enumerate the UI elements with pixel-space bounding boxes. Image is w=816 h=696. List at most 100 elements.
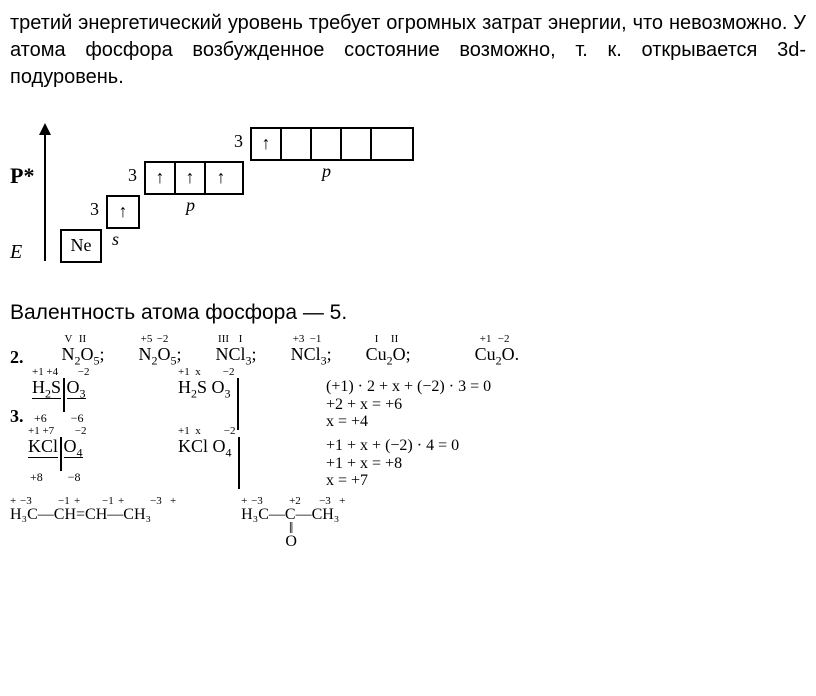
ox: −2 xyxy=(78,366,90,378)
ox: I xyxy=(232,333,250,345)
formula: +1−2 Cu2O. xyxy=(475,345,520,368)
ox: −3 xyxy=(150,495,162,507)
el: N xyxy=(62,344,75,364)
formula: IIII NCl3; xyxy=(216,345,257,368)
ox: −2 xyxy=(223,366,235,378)
ox: −2 xyxy=(155,333,171,345)
ne-core-box: Ne xyxy=(60,229,102,263)
valence-statement: Валентность атома фосфора — 5. xyxy=(10,299,806,327)
ox: x xyxy=(192,366,200,378)
ox: −2 xyxy=(224,425,236,437)
el: Cu xyxy=(366,344,387,364)
n-3d: 3 xyxy=(234,129,243,153)
punct: ; xyxy=(327,344,332,364)
el: O xyxy=(158,344,171,364)
ox: II xyxy=(388,333,402,345)
n-3p: 3 xyxy=(128,163,137,187)
el: O xyxy=(81,344,94,364)
arrow-icon: ↑ xyxy=(156,167,165,187)
lbl-p: p xyxy=(186,193,195,217)
el: N xyxy=(216,344,229,364)
el: Cl xyxy=(304,344,321,364)
problem-number: 2. xyxy=(10,348,24,368)
lbl-d: p xyxy=(322,159,331,183)
sum: −6 xyxy=(71,412,84,425)
butadiene: + −3 −1 + −1 + −3 + H₃C—CH=CH—CH₃ xyxy=(10,506,151,549)
problem-number: 3. xyxy=(10,406,24,426)
sum: +6 xyxy=(34,412,47,425)
h2so3-a: +1 +4 −2 H2SO3 +6 −6 xyxy=(32,378,86,425)
ox: + xyxy=(10,495,16,507)
ox: −1 xyxy=(58,495,70,507)
el: O xyxy=(393,344,406,364)
eq: +1 + x + (−2) · 4 = 0 xyxy=(326,437,806,455)
punct: ; xyxy=(406,344,411,364)
ox: −2 xyxy=(75,425,87,437)
orbital-3s: ↑ xyxy=(106,195,140,229)
ox: +1 xyxy=(32,366,44,378)
eq: x = +4 xyxy=(326,413,806,431)
ox: + xyxy=(241,495,247,507)
lbl-s: s xyxy=(112,227,119,251)
problem-3: 3. +1 +4 −2 H2SO3 +6 −6 +1 x −2 H2S O3 (… xyxy=(10,378,806,490)
ox: +5 xyxy=(139,333,155,345)
ox: + xyxy=(74,495,80,507)
equations-2: +1 + x + (−2) · 4 = 0 +1 + x = +8 x = +7 xyxy=(326,437,806,490)
punct: ; xyxy=(100,344,105,364)
eq: +2 + x = +6 xyxy=(326,396,806,414)
kclo4-b: +1 x −2 KCl O4 xyxy=(178,437,232,460)
axis-label-p: P* xyxy=(10,161,34,191)
ox: +1 xyxy=(28,425,40,437)
oxygen: O xyxy=(285,536,297,549)
ox: −2 xyxy=(497,333,511,345)
kclo4-a: +1 +7 −2 KClO4 +8 −8 xyxy=(28,437,83,484)
punct: ; xyxy=(177,344,182,364)
el: Cl xyxy=(229,344,246,364)
ox: −3 xyxy=(319,495,331,507)
el: O xyxy=(502,344,515,364)
n-3s: 3 xyxy=(90,197,99,221)
h2so3-b: +1 x −2 H2S O3 xyxy=(178,378,231,401)
el: Cu xyxy=(475,344,496,364)
ox: −1 xyxy=(102,495,114,507)
chain-text: H₃C—CH=CH—CH₃ xyxy=(10,506,151,523)
eq: (+1) · 2 + x + (−2) · 3 = 0 xyxy=(326,378,806,396)
problem-2: 2. VII N2O5; +5−2 N2O5; IIII NCl3; +3−1 … xyxy=(10,345,806,368)
ox: −3 xyxy=(251,495,263,507)
problems-block: 2. VII N2O5; +5−2 N2O5; IIII NCl3; +3−1 … xyxy=(10,345,806,549)
energy-axis xyxy=(44,133,46,261)
ox: +1 xyxy=(178,425,190,437)
ox: III xyxy=(216,333,232,345)
ox: −3 xyxy=(20,495,32,507)
sum: −8 xyxy=(68,471,81,484)
ox: +2 xyxy=(289,495,301,507)
ox: +1 xyxy=(178,366,190,378)
formula: +3−1 NCl3; xyxy=(291,345,332,368)
arrow-icon: ↑ xyxy=(262,133,271,153)
equations-1: (+1) · 2 + x + (−2) · 3 = 0 +2 + x = +6 … xyxy=(326,378,806,431)
punct: ; xyxy=(252,344,257,364)
ox: + xyxy=(170,495,176,507)
ox: II xyxy=(76,333,90,345)
ox: −1 xyxy=(307,333,325,345)
eq: x = +7 xyxy=(326,472,806,490)
arrow-icon: ↑ xyxy=(186,167,195,187)
ox: +1 xyxy=(475,333,497,345)
ox: +7 xyxy=(42,425,54,437)
ox: x xyxy=(192,425,200,437)
orbital-3d: ↑ xyxy=(250,127,414,161)
ox: + xyxy=(339,495,345,507)
ne-label: Ne xyxy=(71,235,92,255)
ox: + xyxy=(118,495,124,507)
orbital-diagram: P* E Ne 3 ↑ s 3 ↑ ↑ ↑ p 3 ↑ p xyxy=(10,111,550,271)
formula: III Cu2O; xyxy=(366,345,411,368)
el: N xyxy=(291,344,304,364)
eq: +1 + x = +8 xyxy=(326,455,806,473)
orbital-3p: ↑ ↑ ↑ xyxy=(144,161,244,195)
el: N xyxy=(139,344,152,364)
acetone: + −3 +2 −3 + H₃C—C—CH₃ ‖ O xyxy=(241,506,339,549)
arrow-icon: ↑ xyxy=(119,201,128,221)
arrow-icon: ↑ xyxy=(217,167,226,187)
sum: +8 xyxy=(30,471,43,484)
punct: . xyxy=(515,344,520,364)
